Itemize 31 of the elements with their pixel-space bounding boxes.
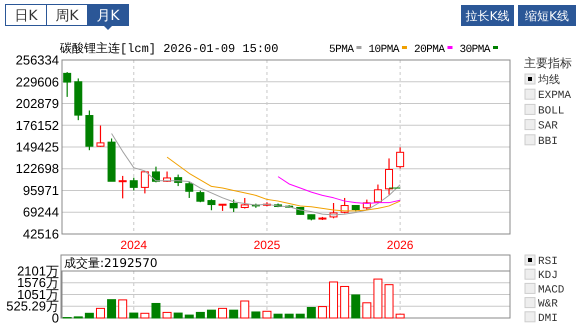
y-tick-label: 176152: [16, 118, 59, 133]
y-tick-label: 256334: [16, 52, 59, 68]
y-tick-label: 42516: [22, 226, 59, 242]
chart-title: 碳酸锂主连[lcm] 2026-01-09 15:00: [59, 41, 278, 56]
text: W&R: [538, 298, 558, 311]
text: BBI: [538, 136, 558, 148]
y-tick-label: 95971: [22, 183, 59, 198]
toolbar: 日K 周K 月K 拉长K线 缩短K线: [5, 4, 576, 30]
y-tick-label: 202879: [16, 96, 59, 111]
text: MACD: [538, 284, 565, 296]
text: BOLL: [538, 105, 564, 118]
legend-label: 20PMA: [414, 44, 446, 56]
text: KDJ: [538, 270, 558, 282]
legend-label: 30PMA: [459, 44, 491, 56]
legend-label: 5PMA: [329, 44, 354, 56]
text: SAR: [538, 120, 558, 133]
y-tick-label: 122698: [16, 161, 59, 176]
x-tick-label: 2026: [386, 238, 414, 252]
y-tick-label: 149425: [16, 140, 59, 154]
x-tick-label: 2024: [120, 238, 148, 252]
text: DMI: [538, 312, 558, 323]
legend-label: 10PMA: [368, 44, 400, 56]
y-tick-label: 69244: [22, 204, 59, 220]
text: 均线: [537, 73, 560, 87]
text: EXPMA: [538, 90, 572, 102]
y-tick-label: 229606: [16, 74, 59, 90]
y-tick-label: 2101万: [17, 264, 59, 278]
x-tick-label: 2025: [254, 238, 281, 252]
chart-title: 成交量:2192570: [64, 256, 158, 270]
text: 主要指标: [524, 56, 572, 70]
text: RSI: [538, 256, 558, 268]
